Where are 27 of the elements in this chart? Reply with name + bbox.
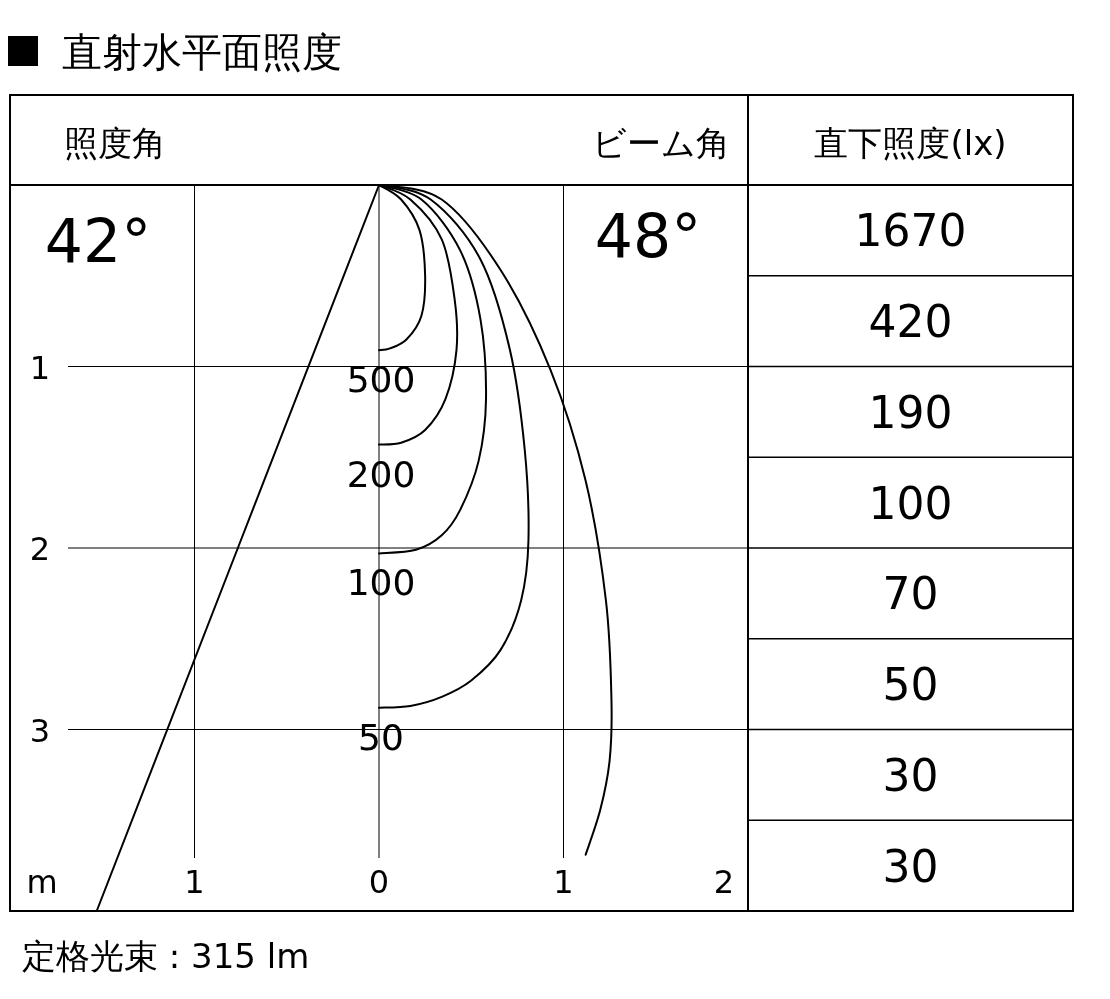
text: 定格光束 : 315 lm: [22, 936, 310, 976]
y-tick-label: 3: [29, 711, 51, 750]
x-tick-label: 2: [713, 863, 734, 901]
x-axis-title: m: [26, 863, 58, 901]
chart-title: 直射水平面照度: [62, 29, 342, 75]
data-label: 100: [868, 477, 953, 529]
series-label: 500: [346, 359, 416, 401]
series-label: 200: [346, 453, 416, 495]
data-label: 70: [882, 568, 939, 620]
annotation: 42°: [44, 206, 152, 276]
text: ビーム角: [592, 123, 730, 163]
data-label: 1670: [854, 205, 967, 257]
x-tick-label: 0: [368, 863, 390, 901]
data-label: 50: [882, 659, 939, 711]
data-label: 30: [882, 749, 939, 801]
series-label: 50: [358, 716, 404, 758]
annotation: 48°: [594, 201, 702, 271]
data-label: 190: [868, 386, 953, 438]
x-tick-label: 1: [553, 863, 574, 901]
data-label: 30: [882, 840, 939, 892]
x-tick-label: 1: [184, 863, 205, 901]
y-tick-label: 1: [29, 348, 51, 387]
y-tick-label: 2: [29, 530, 51, 568]
data-label: 420: [868, 296, 953, 348]
text: 照度角: [64, 123, 166, 163]
series-label: 100: [346, 562, 416, 604]
text: 直下照度(lx): [814, 123, 1007, 163]
